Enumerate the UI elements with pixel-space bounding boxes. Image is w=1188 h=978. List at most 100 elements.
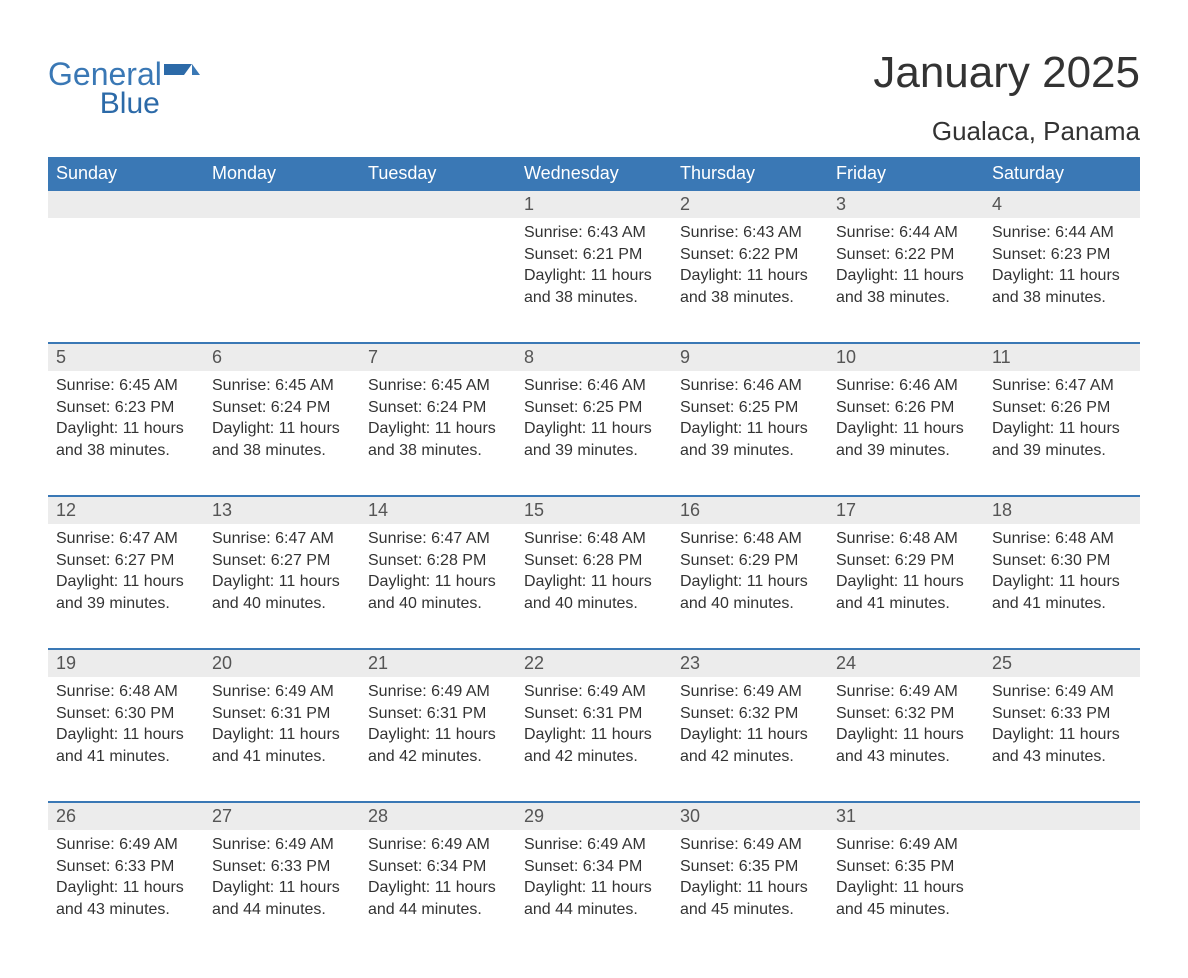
- month-title: January 2025: [873, 48, 1140, 98]
- day-cell: Sunrise: 6:46 AMSunset: 6:26 PMDaylight:…: [828, 371, 984, 479]
- day-sunset: Sunset: 6:29 PM: [680, 550, 820, 572]
- day-d2: and 40 minutes.: [524, 593, 664, 615]
- day-d2: and 44 minutes.: [524, 899, 664, 921]
- day-sunrise: Sunrise: 6:45 AM: [56, 375, 196, 397]
- day-number: 20: [204, 650, 360, 677]
- day-d1: Daylight: 11 hours: [212, 877, 352, 899]
- day-sunset: Sunset: 6:32 PM: [836, 703, 976, 725]
- day-d2: and 41 minutes.: [836, 593, 976, 615]
- day-d1: Daylight: 11 hours: [56, 418, 196, 440]
- day-d2: and 38 minutes.: [368, 440, 508, 462]
- day-cell: Sunrise: 6:49 AMSunset: 6:33 PMDaylight:…: [48, 830, 204, 938]
- day-number: 19: [48, 650, 204, 677]
- day-sunset: Sunset: 6:27 PM: [212, 550, 352, 572]
- dow-tuesday: Tuesday: [360, 157, 516, 191]
- day-sunrise: Sunrise: 6:46 AM: [524, 375, 664, 397]
- day-cell: Sunrise: 6:47 AMSunset: 6:27 PMDaylight:…: [48, 524, 204, 632]
- day-number: 23: [672, 650, 828, 677]
- location-label: Gualaca, Panama: [873, 116, 1140, 147]
- day-d2: and 41 minutes.: [992, 593, 1132, 615]
- dow-sunday: Sunday: [48, 157, 204, 191]
- day-cell: Sunrise: 6:45 AMSunset: 6:23 PMDaylight:…: [48, 371, 204, 479]
- day-d2: and 45 minutes.: [836, 899, 976, 921]
- day-sunrise: Sunrise: 6:49 AM: [524, 681, 664, 703]
- day-body-row: Sunrise: 6:49 AMSunset: 6:33 PMDaylight:…: [48, 830, 1140, 938]
- calendar-page: General Blue January 2025 Gualaca, Panam…: [0, 0, 1188, 978]
- day-number: 6: [204, 344, 360, 371]
- day-number: 28: [360, 803, 516, 830]
- day-d1: Daylight: 11 hours: [212, 571, 352, 593]
- day-sunrise: Sunrise: 6:49 AM: [212, 834, 352, 856]
- day-cell: [984, 830, 1140, 938]
- weeks-container: 1234Sunrise: 6:43 AMSunset: 6:21 PMDayli…: [48, 191, 1140, 938]
- day-number: 25: [984, 650, 1140, 677]
- day-cell: Sunrise: 6:46 AMSunset: 6:25 PMDaylight:…: [516, 371, 672, 479]
- day-cell: Sunrise: 6:49 AMSunset: 6:32 PMDaylight:…: [828, 677, 984, 785]
- day-d2: and 38 minutes.: [680, 287, 820, 309]
- day-d2: and 42 minutes.: [368, 746, 508, 768]
- dow-thursday: Thursday: [672, 157, 828, 191]
- day-sunset: Sunset: 6:22 PM: [836, 244, 976, 266]
- day-sunrise: Sunrise: 6:49 AM: [836, 681, 976, 703]
- day-d2: and 44 minutes.: [212, 899, 352, 921]
- day-d2: and 41 minutes.: [56, 746, 196, 768]
- day-sunset: Sunset: 6:26 PM: [836, 397, 976, 419]
- day-number: 2: [672, 191, 828, 218]
- day-cell: Sunrise: 6:43 AMSunset: 6:21 PMDaylight:…: [516, 218, 672, 326]
- day-sunset: Sunset: 6:28 PM: [368, 550, 508, 572]
- day-sunset: Sunset: 6:22 PM: [680, 244, 820, 266]
- day-number: 11: [984, 344, 1140, 371]
- day-body-row: Sunrise: 6:47 AMSunset: 6:27 PMDaylight:…: [48, 524, 1140, 632]
- day-sunset: Sunset: 6:28 PM: [524, 550, 664, 572]
- day-number: 21: [360, 650, 516, 677]
- day-cell: Sunrise: 6:47 AMSunset: 6:27 PMDaylight:…: [204, 524, 360, 632]
- day-cell: Sunrise: 6:46 AMSunset: 6:25 PMDaylight:…: [672, 371, 828, 479]
- day-d2: and 39 minutes.: [992, 440, 1132, 462]
- day-d2: and 38 minutes.: [524, 287, 664, 309]
- day-cell: Sunrise: 6:48 AMSunset: 6:29 PMDaylight:…: [828, 524, 984, 632]
- calendar-grid: Sunday Monday Tuesday Wednesday Thursday…: [48, 157, 1140, 938]
- day-number: 8: [516, 344, 672, 371]
- day-sunrise: Sunrise: 6:49 AM: [524, 834, 664, 856]
- day-d1: Daylight: 11 hours: [836, 571, 976, 593]
- day-sunrise: Sunrise: 6:46 AM: [836, 375, 976, 397]
- day-sunrise: Sunrise: 6:49 AM: [680, 834, 820, 856]
- day-cell: [360, 218, 516, 326]
- day-sunrise: Sunrise: 6:49 AM: [368, 681, 508, 703]
- day-d1: Daylight: 11 hours: [212, 418, 352, 440]
- logo-flag-icon: [164, 64, 200, 86]
- day-d1: Daylight: 11 hours: [56, 877, 196, 899]
- day-d2: and 40 minutes.: [680, 593, 820, 615]
- day-number: 1: [516, 191, 672, 218]
- day-d1: Daylight: 11 hours: [524, 877, 664, 899]
- day-sunrise: Sunrise: 6:49 AM: [680, 681, 820, 703]
- day-d2: and 43 minutes.: [992, 746, 1132, 768]
- day-sunrise: Sunrise: 6:49 AM: [212, 681, 352, 703]
- day-cell: Sunrise: 6:49 AMSunset: 6:32 PMDaylight:…: [672, 677, 828, 785]
- day-cell: Sunrise: 6:45 AMSunset: 6:24 PMDaylight:…: [360, 371, 516, 479]
- day-d1: Daylight: 11 hours: [524, 724, 664, 746]
- day-sunrise: Sunrise: 6:49 AM: [368, 834, 508, 856]
- day-d1: Daylight: 11 hours: [680, 724, 820, 746]
- day-cell: Sunrise: 6:49 AMSunset: 6:34 PMDaylight:…: [360, 830, 516, 938]
- day-d1: Daylight: 11 hours: [368, 724, 508, 746]
- day-body-row: Sunrise: 6:48 AMSunset: 6:30 PMDaylight:…: [48, 677, 1140, 785]
- day-number: 27: [204, 803, 360, 830]
- day-d2: and 45 minutes.: [680, 899, 820, 921]
- day-sunset: Sunset: 6:35 PM: [836, 856, 976, 878]
- day-cell: Sunrise: 6:49 AMSunset: 6:35 PMDaylight:…: [672, 830, 828, 938]
- logo-line2: Blue: [48, 88, 160, 120]
- day-d1: Daylight: 11 hours: [524, 571, 664, 593]
- day-d1: Daylight: 11 hours: [524, 418, 664, 440]
- day-d1: Daylight: 11 hours: [680, 571, 820, 593]
- day-sunrise: Sunrise: 6:49 AM: [992, 681, 1132, 703]
- day-sunset: Sunset: 6:25 PM: [680, 397, 820, 419]
- day-sunrise: Sunrise: 6:43 AM: [524, 222, 664, 244]
- day-cell: Sunrise: 6:47 AMSunset: 6:26 PMDaylight:…: [984, 371, 1140, 479]
- day-sunrise: Sunrise: 6:48 AM: [680, 528, 820, 550]
- day-number: 5: [48, 344, 204, 371]
- day-cell: Sunrise: 6:49 AMSunset: 6:34 PMDaylight:…: [516, 830, 672, 938]
- day-number: [48, 191, 204, 218]
- day-cell: [48, 218, 204, 326]
- day-d2: and 39 minutes.: [836, 440, 976, 462]
